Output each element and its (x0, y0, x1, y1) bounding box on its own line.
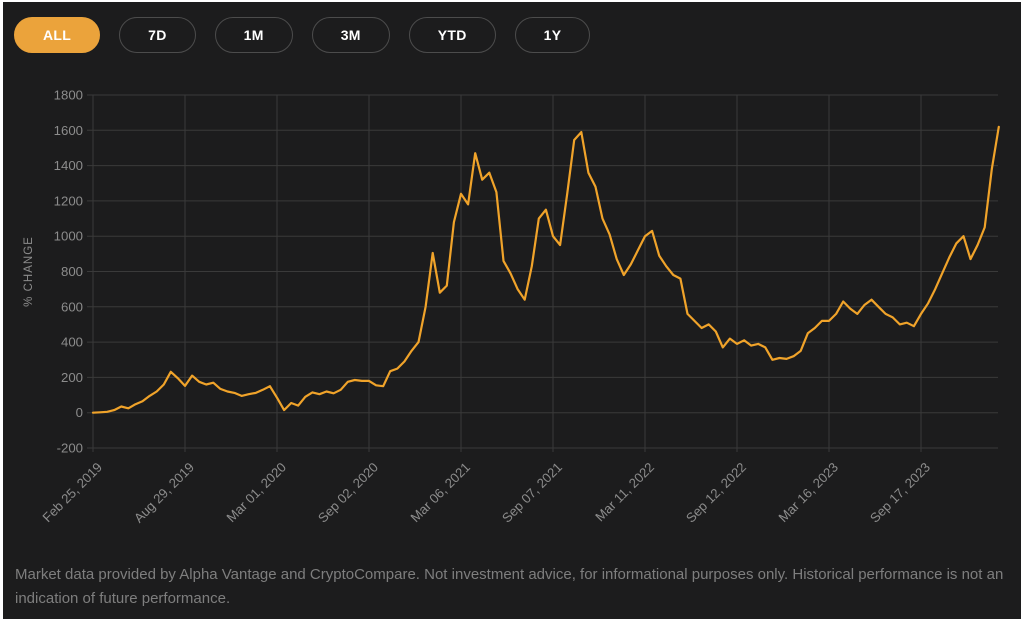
y-axis-title: % CHANGE (23, 236, 35, 307)
svg-text:200: 200 (61, 370, 83, 385)
range-button-ytd[interactable]: YTD (408, 17, 496, 53)
svg-text:Aug 29, 2019: Aug 29, 2019 (131, 460, 197, 526)
svg-text:Mar 06, 2021: Mar 06, 2021 (408, 460, 474, 526)
svg-text:Mar 01, 2020: Mar 01, 2020 (224, 460, 290, 526)
svg-text:Sep 02, 2020: Sep 02, 2020 (315, 460, 381, 526)
range-button-1y[interactable]: 1Y (514, 17, 591, 53)
range-button-1m[interactable]: 1M (214, 17, 293, 53)
svg-text:1800: 1800 (54, 88, 83, 103)
svg-text:800: 800 (61, 264, 83, 279)
svg-text:-200: -200 (57, 441, 83, 456)
performance-chart[interactable]: 180016001400120010008006004002000-200Feb… (3, 2, 1021, 619)
y-grid: 1800 1600 1400 1200 1000 800 600 400 200 0 -200 (54, 88, 998, 456)
range-toolbar: ALL 7D 1M 3M YTD 1Y (14, 17, 591, 53)
range-button-7d[interactable]: 7D (119, 17, 196, 53)
svg-text:1200: 1200 (54, 193, 83, 208)
svg-text:400: 400 (61, 335, 83, 350)
range-button-all[interactable]: ALL (14, 17, 101, 53)
svg-text:1000: 1000 (54, 229, 83, 244)
performance-line (91, 125, 1000, 414)
svg-text:600: 600 (61, 299, 83, 314)
chart-panel: ALL 7D 1M 3M YTD 1Y 1800 1600 1400 1200 1000… (3, 2, 1021, 619)
svg-text:0: 0 (76, 405, 83, 420)
svg-text:Sep 17, 2023: Sep 17, 2023 (867, 460, 933, 526)
range-button-3m[interactable]: 3M (311, 17, 390, 53)
svg-text:Sep 12, 2022: Sep 12, 2022 (683, 460, 749, 526)
x-grid: Feb 25, 2019 Aug 29, 2019 Mar 01, 2020 Sep … (40, 95, 933, 526)
svg-text:Sep 07, 2021: Sep 07, 2021 (499, 460, 565, 526)
svg-text:Mar 16, 2023: Mar 16, 2023 (776, 460, 842, 526)
svg-text:1400: 1400 (54, 158, 83, 173)
svg-text:Mar 11, 2022: Mar 11, 2022 (592, 460, 657, 525)
svg-text:Feb 25, 2019: Feb 25, 2019 (40, 460, 106, 526)
disclaimer-text: Market data provided by Alpha Vantage an… (15, 566, 1004, 607)
svg-text:1600: 1600 (54, 123, 83, 138)
